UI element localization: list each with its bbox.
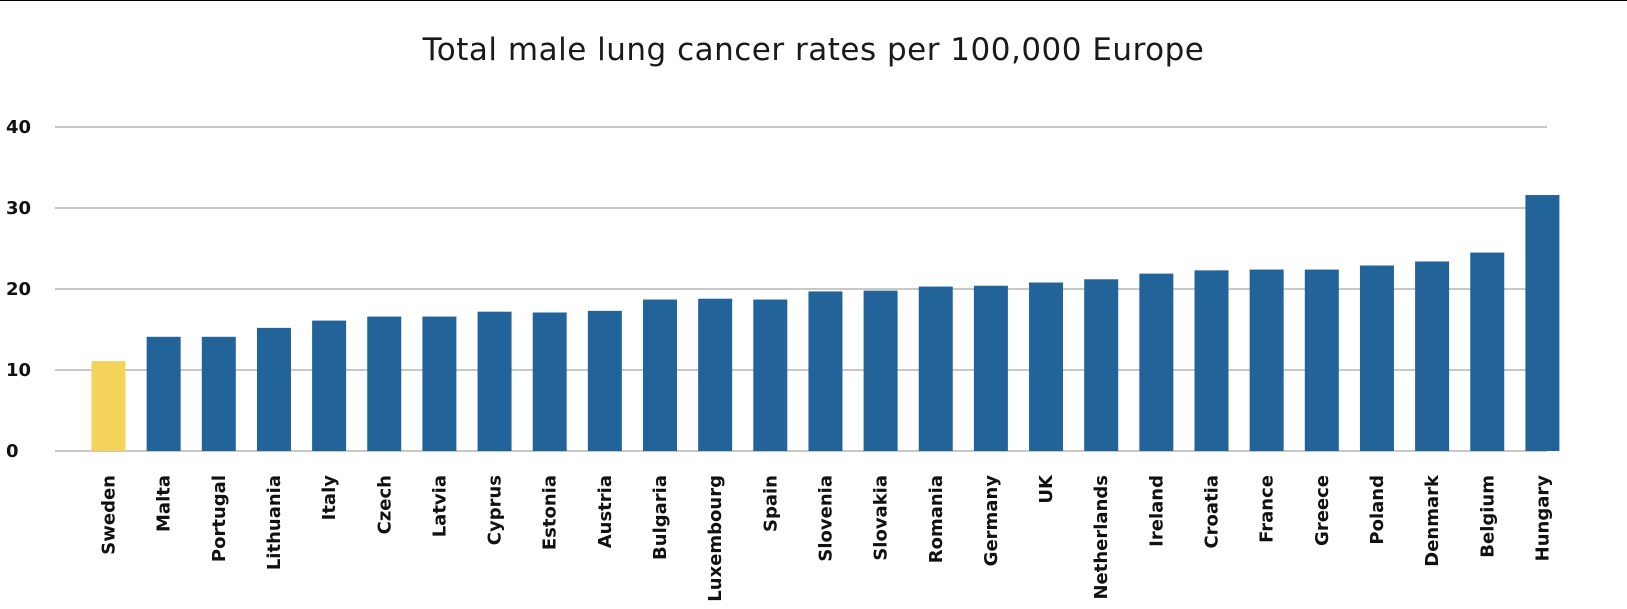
bar-romania: [918, 286, 953, 451]
top-border-line: [0, 0, 1627, 1]
bar-greece: [1304, 269, 1339, 451]
x-tick-label: Croatia: [1202, 475, 1223, 549]
bar-poland: [1359, 265, 1394, 451]
x-tick-label: Germany: [981, 475, 1002, 567]
bar-uk: [1029, 282, 1064, 451]
x-tick-label: Malta: [154, 475, 175, 532]
bar-malta: [146, 336, 181, 451]
x-tick-label: Estonia: [540, 475, 561, 550]
x-tick-label: Romania: [926, 475, 947, 563]
x-tick-label: Portugal: [209, 475, 230, 562]
x-tick-label: Luxembourg: [705, 475, 726, 602]
x-tick-label: Slovenia: [815, 475, 836, 562]
bar-netherlands: [1084, 279, 1119, 451]
bar-belgium: [1470, 252, 1505, 451]
y-tick-label: 20: [6, 279, 31, 300]
x-tick-label: Sweden: [99, 475, 120, 555]
bar-slovenia: [808, 291, 843, 451]
x-tick-label: Ireland: [1146, 475, 1167, 547]
y-tick-label: 0: [6, 441, 19, 462]
bar-slovakia: [863, 290, 898, 451]
bar-luxembourg: [698, 298, 733, 451]
x-tick-label: Spain: [760, 475, 781, 532]
bar-spain: [753, 299, 788, 451]
x-tick-label: France: [1257, 475, 1278, 543]
bar-italy: [312, 320, 347, 451]
bar-estonia: [532, 312, 567, 451]
x-tick-label: Denmark: [1422, 474, 1443, 567]
bar-germany: [973, 285, 1008, 451]
bar-hungary: [1525, 195, 1560, 451]
x-tick-label: Poland: [1367, 475, 1388, 545]
bar-denmark: [1415, 261, 1450, 451]
x-tick-label: Latvia: [429, 475, 450, 537]
y-tick-label: 40: [6, 117, 31, 138]
x-tick-label: Belgium: [1477, 475, 1498, 558]
bar-sweden: [91, 361, 126, 451]
x-tick-label: Netherlands: [1091, 475, 1112, 600]
bar-croatia: [1194, 270, 1229, 451]
x-tick-label: Cyprus: [485, 475, 506, 545]
chart-title: Total male lung cancer rates per 100,000…: [422, 32, 1205, 68]
x-tick-label: Bulgaria: [650, 475, 671, 560]
bar-france: [1249, 269, 1284, 451]
y-tick-label: 10: [6, 360, 31, 381]
bar-austria: [587, 310, 622, 451]
y-tick-label: 30: [6, 198, 31, 219]
x-tick-label: Czech: [374, 475, 395, 534]
x-tick-label: UK: [1036, 474, 1057, 504]
bar-portugal: [201, 336, 236, 451]
x-tick-label: Slovakia: [871, 475, 892, 561]
x-tick-label: Hungary: [1532, 475, 1553, 562]
bar-lithuania: [256, 327, 291, 451]
x-tick-label: Italy: [319, 475, 340, 521]
bar-cyprus: [477, 311, 512, 451]
bar-latvia: [422, 316, 457, 451]
bar-bulgaria: [643, 299, 677, 451]
x-tick-label: Austria: [595, 475, 616, 548]
x-tick-label: Lithuania: [264, 475, 285, 570]
bar-czech: [367, 316, 402, 451]
x-tick-label: Greece: [1312, 475, 1333, 546]
bar-ireland: [1139, 273, 1174, 451]
